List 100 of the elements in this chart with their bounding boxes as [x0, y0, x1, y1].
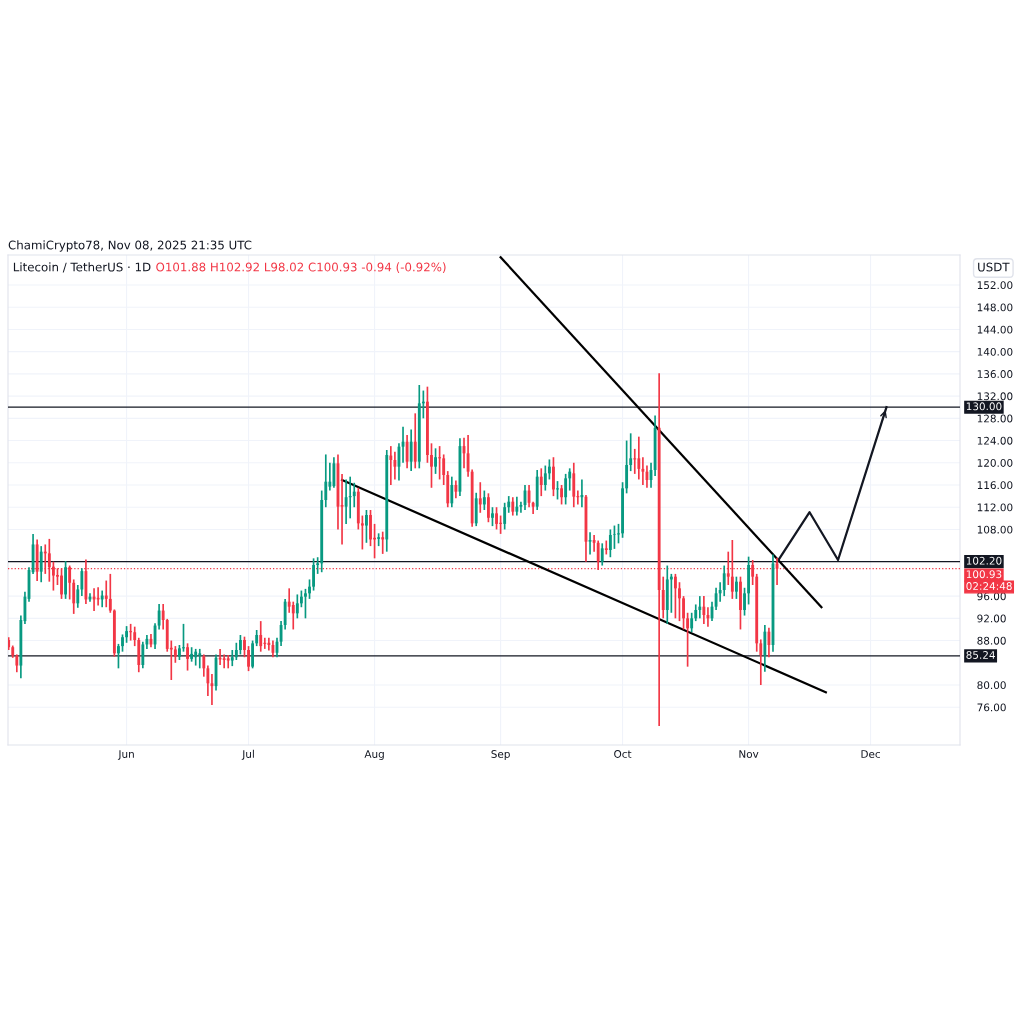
candlestick [413, 412, 417, 470]
candlestick [621, 481, 624, 539]
candlestick [604, 539, 608, 556]
candlestick [186, 642, 189, 672]
text: ChamiCrypto78, Nov 08, 2025 21:35 UTC [8, 240, 252, 252]
y-tick-label: 148.00 [977, 303, 1013, 312]
y-tick-label: 116.00 [977, 481, 1013, 490]
candlestick [560, 484, 564, 506]
candlestick [64, 560, 68, 600]
candlestick [633, 448, 637, 475]
candlestick [617, 523, 620, 545]
candlestick [682, 595, 685, 631]
candlestick [72, 578, 76, 615]
candlestick [608, 528, 612, 559]
candlestick [182, 623, 185, 653]
candlestick [121, 633, 124, 653]
candlestick [600, 542, 604, 567]
candlestick [308, 578, 311, 600]
candlestick [556, 480, 559, 501]
ref-line-label: 100.93 [966, 570, 1002, 579]
y-tick-label: 128.00 [977, 414, 1013, 423]
candlestick [381, 530, 385, 555]
candlestick [552, 456, 555, 497]
x-tick-label: Sep [491, 750, 510, 760]
candlestick [157, 603, 161, 631]
candlestick [332, 456, 336, 489]
y-tick-label: 108.00 [977, 525, 1013, 534]
candlestick [767, 626, 771, 659]
candlestick [743, 586, 746, 617]
candlestick [564, 473, 568, 506]
y-tick-label: 120.00 [977, 459, 1013, 467]
y-tick-label: 96.00 [977, 592, 1006, 601]
candlestick [515, 495, 519, 517]
candlestick [141, 640, 145, 670]
candlestick [547, 458, 551, 481]
candlestick [39, 545, 43, 584]
candlestick [295, 593, 299, 620]
x-tick-label: Jun [117, 750, 134, 760]
candlestick [739, 575, 742, 631]
candlestick [348, 475, 352, 520]
candlestick [434, 447, 437, 475]
candlestick [426, 385, 429, 464]
candlestick [405, 434, 409, 470]
candlestick [291, 600, 295, 631]
candlestick [543, 464, 547, 492]
y-axis-title: USDT [978, 262, 1010, 272]
y-tick-label: 112.00 [977, 503, 1013, 512]
candlestick [482, 489, 486, 511]
candlestick [491, 506, 494, 527]
candlestick [690, 611, 694, 634]
candlestick [568, 467, 572, 492]
candlestick [702, 595, 706, 625]
x-tick-label: Oct [614, 750, 632, 758]
candlestick [637, 435, 641, 481]
candlestick [572, 461, 576, 509]
candlestick [486, 492, 490, 524]
candlestick [125, 625, 128, 644]
candlestick [267, 636, 271, 652]
ref-line-label: 85.24 [966, 651, 995, 659]
candlestick [734, 575, 738, 600]
candlestick [722, 564, 726, 597]
ref-line-label: 130.00 [966, 402, 1002, 411]
candlestick [283, 598, 287, 631]
candlestick [580, 478, 584, 509]
candlestick [238, 634, 242, 656]
x-tick-label: Jul [241, 749, 254, 760]
candlestick [393, 450, 397, 481]
candlestick [747, 555, 751, 606]
y-tick-label: 92.00 [977, 614, 1006, 623]
candlestick [117, 643, 120, 670]
candlestick [629, 432, 633, 472]
y-tick-label: 140.00 [977, 347, 1013, 356]
y-tick-label: 144.00 [977, 325, 1013, 334]
x-tick-label: Dec [861, 750, 880, 758]
candlestick [344, 478, 348, 525]
candlestick [312, 557, 316, 592]
x-tick-label: Aug [364, 750, 384, 760]
candlestick [438, 445, 442, 481]
candlestick [450, 475, 454, 509]
x-tick-label: Nov [739, 750, 759, 758]
candlestick [247, 645, 250, 672]
y-tick-label: 88.00 [977, 636, 1006, 645]
y-tick-label: 136.00 [977, 370, 1013, 378]
text: 02:24:48 [966, 582, 1012, 590]
candlestick [178, 644, 181, 661]
candlestick [389, 445, 393, 486]
candlestick [409, 428, 413, 472]
candlestick [198, 648, 202, 670]
text: Litecoin / TetherUS · 1D [13, 262, 151, 273]
y-tick-label: 152.00 [977, 281, 1013, 290]
candlestick [365, 509, 368, 544]
candlestick [698, 595, 702, 620]
candlestick [539, 467, 543, 497]
candlestick [222, 653, 226, 670]
text: O101.88 H102.92 L98.02 C100.93 -0.94 (-0.92%) [156, 262, 446, 273]
candlestick [360, 514, 364, 551]
candlestick [625, 439, 629, 495]
candlestick [686, 611, 690, 668]
candlestick [259, 620, 263, 653]
candlestick [678, 581, 681, 622]
